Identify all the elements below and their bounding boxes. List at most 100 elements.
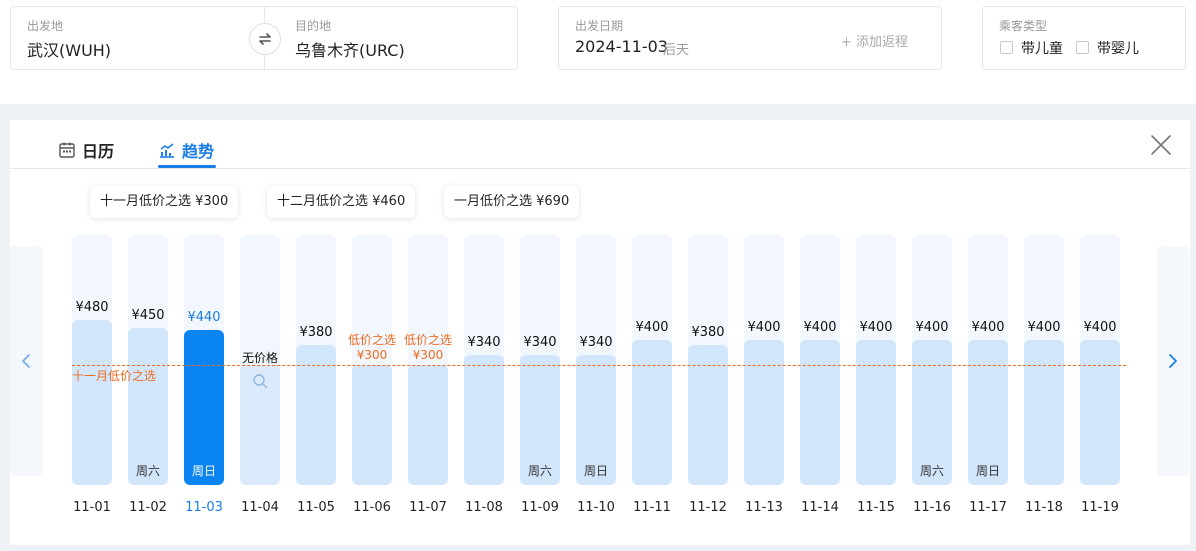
low-price-tag: 低价之选 <box>347 333 396 347</box>
bar-fill <box>184 330 224 485</box>
swap-icon <box>259 33 271 45</box>
next-dates-button[interactable] <box>1157 246 1189 476</box>
date-label-11-18[interactable]: 11-18 <box>1025 500 1063 515</box>
date-label-11-11[interactable]: 11-11 <box>633 500 671 515</box>
price-bar-11-15[interactable]: ¥400 <box>856 235 896 485</box>
price-bar-11-12[interactable]: ¥380 <box>688 235 728 485</box>
infant-checkbox-label[interactable]: 带婴儿 <box>1097 41 1139 57</box>
date-label-11-17[interactable]: 11-17 <box>969 500 1007 515</box>
price-bar-11-05[interactable]: ¥380 <box>296 235 336 485</box>
destination-label: 目的地 <box>295 19 332 33</box>
date-label-11-12[interactable]: 11-12 <box>689 500 727 515</box>
origin-field[interactable]: 武汉(WUH) <box>27 41 112 60</box>
date-label-11-04[interactable]: 11-04 <box>241 500 279 515</box>
price-label: ¥450 <box>131 307 165 323</box>
price-label: ¥380 <box>691 325 725 340</box>
price-value: ¥300 <box>356 348 388 362</box>
bar-fill <box>912 340 952 485</box>
month-chip-january[interactable]: 一月低价之选 ¥690 <box>444 186 580 218</box>
price-label: ¥400 <box>1083 320 1117 335</box>
bar-fill <box>968 340 1008 485</box>
destination-field[interactable]: 乌鲁木齐(URC) <box>295 41 405 60</box>
price-bar-11-04[interactable]: 无价格 <box>240 235 280 485</box>
price-label: ¥340 <box>579 335 613 350</box>
bar-fill <box>856 340 896 485</box>
date-card[interactable]: 出发日期 2024-11-03 后天 + 添加返程 <box>558 6 942 70</box>
date-label-11-16[interactable]: 11-16 <box>913 500 951 515</box>
date-label-11-02[interactable]: 11-02 <box>129 500 167 515</box>
bar-fill <box>576 355 616 485</box>
price-bar-11-17[interactable]: ¥400 周日 <box>968 235 1008 485</box>
bar-fill <box>744 340 784 485</box>
bar-fill <box>72 320 112 485</box>
date-label-11-19[interactable]: 11-19 <box>1081 500 1119 515</box>
child-checkbox[interactable] <box>1000 41 1013 54</box>
price-bar-11-07[interactable]: 低价之选 ¥300 <box>404 235 452 485</box>
month-chip-december[interactable]: 十二月低价之选 ¥460 <box>267 186 416 218</box>
swap-button[interactable] <box>249 23 281 55</box>
price-bar-11-14[interactable]: ¥400 <box>800 235 840 485</box>
price-bar-11-10[interactable]: ¥340 周日 <box>576 235 616 485</box>
low-price-tag: 低价之选 <box>403 333 452 347</box>
month-chip-november[interactable]: 十一月低价之选 ¥300 <box>90 186 239 218</box>
date-label-11-13[interactable]: 11-13 <box>745 500 783 515</box>
date-label-11-06[interactable]: 11-06 <box>353 500 391 515</box>
price-value: ¥300 <box>412 348 444 362</box>
price-trend-panel: 日历 趋势 十一月低价之选 ¥300 十二月低价之选 ¥460 一月低价之选 ¥… <box>10 120 1190 545</box>
price-bar-11-18[interactable]: ¥400 <box>1024 235 1064 485</box>
bar-fill <box>352 365 392 485</box>
close-button[interactable] <box>1150 134 1172 156</box>
date-label-11-14[interactable]: 11-14 <box>801 500 839 515</box>
bar-fill <box>1080 340 1120 485</box>
date-label-11-15[interactable]: 11-15 <box>857 500 895 515</box>
tab-trend[interactable]: 趋势 <box>158 132 214 168</box>
price-bar-11-16[interactable]: ¥400 周六 <box>912 235 952 485</box>
departure-date-field[interactable]: 2024-11-03 <box>575 37 668 56</box>
price-label: ¥340 <box>523 335 557 350</box>
bar-fill <box>128 327 168 485</box>
date-label-11-05[interactable]: 11-05 <box>297 500 335 515</box>
tab-calendar[interactable]: 日历 <box>58 132 114 168</box>
child-checkbox-label[interactable]: 带儿童 <box>1021 41 1063 57</box>
low-price-reference-label: 十一月低价之选 <box>72 369 157 383</box>
date-label-11-09[interactable]: 11-09 <box>521 500 559 515</box>
price-bar-11-02[interactable]: ¥450 周六 <box>128 235 168 485</box>
price-bar-11-08[interactable]: ¥340 <box>464 235 504 485</box>
active-tab-underline <box>158 165 216 168</box>
bar-fill <box>688 345 728 485</box>
passenger-type-card: 乘客类型 带儿童 带婴儿 <box>982 6 1186 70</box>
weekday-label: 周日 <box>191 464 216 478</box>
search-bar: 出发地 武汉(WUH) 目的地 乌鲁木齐(URC) 出发日期 2024-11-0… <box>0 0 1196 104</box>
origin-label: 出发地 <box>27 19 64 33</box>
price-bar-11-09[interactable]: ¥340 周六 <box>520 235 560 485</box>
route-card: 出发地 武汉(WUH) 目的地 乌鲁木齐(URC) <box>10 6 518 71</box>
chevron-left-icon <box>22 354 30 368</box>
price-bar-11-06[interactable]: 低价之选 ¥300 <box>348 235 396 485</box>
date-label-11-01[interactable]: 11-01 <box>73 500 111 515</box>
date-label: 出发日期 <box>575 19 624 33</box>
price-label: ¥400 <box>915 320 949 335</box>
price-label: ¥380 <box>299 325 333 340</box>
price-label: ¥480 <box>75 300 109 315</box>
date-label-11-08[interactable]: 11-08 <box>465 500 503 515</box>
price-bar-11-13[interactable]: ¥400 <box>744 235 784 485</box>
price-label: ¥400 <box>1027 320 1061 335</box>
date-label-11-10[interactable]: 11-10 <box>577 500 615 515</box>
tabs-divider <box>10 168 1190 169</box>
add-return-button[interactable]: + 添加返程 <box>841 35 909 50</box>
date-label-11-03[interactable]: 11-03 <box>185 500 223 515</box>
price-label: ¥400 <box>635 320 669 335</box>
prev-dates-button[interactable] <box>10 246 42 476</box>
price-label: ¥340 <box>467 335 501 350</box>
price-bar-11-01[interactable]: ¥480 <box>72 235 112 485</box>
passenger-type-label: 乘客类型 <box>999 19 1048 33</box>
price-bar-11-03[interactable]: ¥440 周日 <box>184 235 224 485</box>
tab-calendar-label: 日历 <box>82 142 115 161</box>
date-label-11-07[interactable]: 11-07 <box>409 500 447 515</box>
weekday-label: 周六 <box>527 464 552 478</box>
price-label: ¥400 <box>747 320 781 335</box>
price-bar-11-19[interactable]: ¥400 <box>1080 235 1120 485</box>
bar-fill <box>464 355 504 485</box>
infant-checkbox[interactable] <box>1076 41 1089 54</box>
price-bar-11-11[interactable]: ¥400 <box>632 235 672 485</box>
